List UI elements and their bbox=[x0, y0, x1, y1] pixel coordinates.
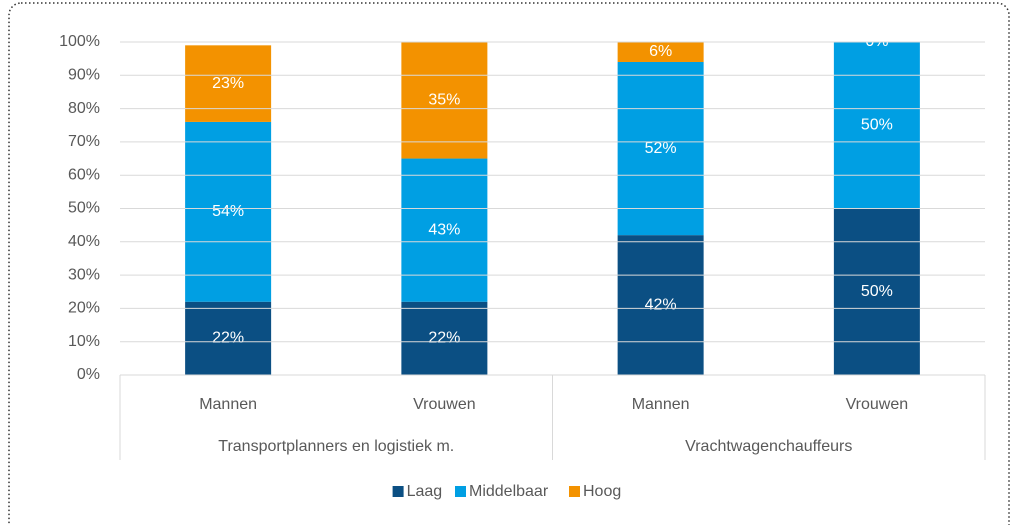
bar-segment bbox=[401, 42, 488, 159]
value-label: 0% bbox=[865, 33, 888, 50]
bar-segment bbox=[185, 45, 272, 122]
x-tick-label: Vrouwen bbox=[846, 396, 909, 413]
y-tick-label: 60% bbox=[68, 166, 100, 183]
legend-label: Middelbaar bbox=[469, 483, 549, 500]
y-tick-label: 10% bbox=[68, 333, 100, 350]
x-tick-label: Mannen bbox=[632, 396, 690, 413]
value-label: 22% bbox=[428, 330, 460, 347]
bar-segment bbox=[833, 42, 920, 209]
group-label: Vrachtwagenchauffeurs bbox=[685, 438, 852, 455]
legend-swatch bbox=[569, 486, 580, 497]
legend-label: Laag bbox=[407, 483, 443, 500]
bar-segment bbox=[833, 208, 920, 375]
bar-segment bbox=[185, 121, 272, 302]
bar-segment bbox=[617, 42, 704, 62]
group-label: Transportplanners en logistiek m. bbox=[218, 438, 454, 455]
y-tick-label: 100% bbox=[59, 33, 100, 50]
y-tick-label: 50% bbox=[68, 200, 100, 217]
bar-segment bbox=[185, 301, 272, 375]
legend-swatch bbox=[455, 486, 466, 497]
value-label: 35% bbox=[428, 91, 460, 108]
y-tick-label: 80% bbox=[68, 100, 100, 117]
y-tick-label: 0% bbox=[77, 366, 100, 383]
value-label: 22% bbox=[212, 330, 244, 347]
x-tick-label: Mannen bbox=[199, 396, 257, 413]
frame bbox=[8, 2, 1010, 525]
y-tick-label: 70% bbox=[68, 133, 100, 150]
value-label: 52% bbox=[645, 140, 677, 157]
y-tick-label: 40% bbox=[68, 233, 100, 250]
value-label: 50% bbox=[861, 116, 893, 133]
value-label: 42% bbox=[645, 296, 677, 313]
value-label: 54% bbox=[212, 203, 244, 220]
y-tick-label: 20% bbox=[68, 300, 100, 317]
value-label: 23% bbox=[212, 75, 244, 92]
y-tick-label: 90% bbox=[68, 67, 100, 84]
legend-swatch bbox=[392, 486, 404, 497]
value-label: 6% bbox=[649, 43, 672, 60]
bar-segment bbox=[617, 61, 704, 236]
y-tick-label: 30% bbox=[68, 266, 100, 283]
value-label: 50% bbox=[861, 283, 893, 300]
bar-segment bbox=[401, 301, 488, 375]
bar-segment bbox=[401, 158, 488, 302]
bar-segment bbox=[617, 235, 704, 375]
legend-label: Hoog bbox=[583, 483, 621, 500]
value-label: 43% bbox=[428, 221, 460, 238]
x-tick-label: Vrouwen bbox=[413, 396, 476, 413]
